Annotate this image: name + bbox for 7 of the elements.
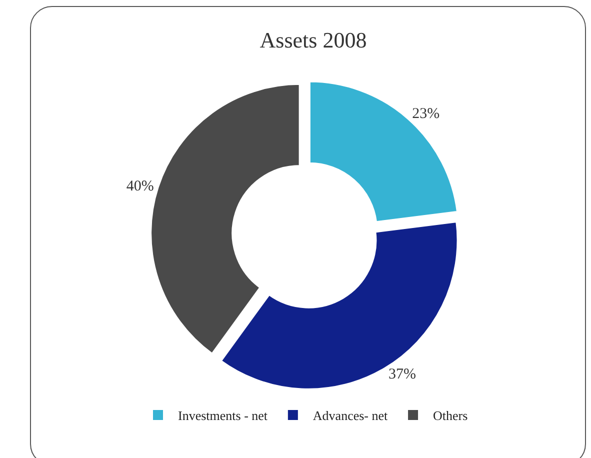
data-label: 37% <box>388 366 416 383</box>
data-label: 40% <box>126 178 154 194</box>
chart-title: Assets 2008 <box>260 27 367 52</box>
legend-label: Investments - net <box>178 408 268 424</box>
legend-label: Advances- net <box>312 408 388 424</box>
legend-label: Others <box>433 408 468 424</box>
data-label: 23% <box>412 106 440 122</box>
